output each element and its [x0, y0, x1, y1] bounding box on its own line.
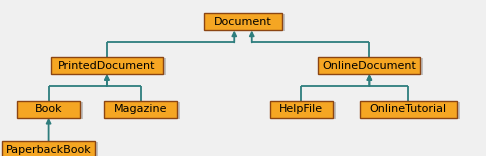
FancyBboxPatch shape	[17, 101, 80, 118]
FancyBboxPatch shape	[107, 102, 180, 119]
FancyBboxPatch shape	[104, 101, 177, 118]
Text: Document: Document	[214, 17, 272, 27]
FancyBboxPatch shape	[207, 14, 285, 31]
FancyBboxPatch shape	[54, 58, 166, 75]
FancyBboxPatch shape	[360, 101, 457, 118]
FancyBboxPatch shape	[2, 141, 95, 156]
Text: PrintedDocument: PrintedDocument	[58, 61, 156, 71]
Text: HelpFile: HelpFile	[279, 104, 323, 114]
FancyBboxPatch shape	[321, 58, 423, 75]
FancyBboxPatch shape	[20, 102, 83, 119]
FancyBboxPatch shape	[5, 142, 98, 156]
Text: Magazine: Magazine	[114, 104, 168, 114]
FancyBboxPatch shape	[51, 57, 163, 74]
Text: OnlineDocument: OnlineDocument	[322, 61, 417, 71]
FancyBboxPatch shape	[363, 102, 460, 119]
Text: Book: Book	[35, 104, 62, 114]
FancyBboxPatch shape	[204, 13, 282, 30]
FancyBboxPatch shape	[273, 102, 336, 119]
FancyBboxPatch shape	[270, 101, 333, 118]
FancyBboxPatch shape	[318, 57, 420, 74]
Text: OnlineTutorial: OnlineTutorial	[370, 104, 447, 114]
Text: PaperbackBook: PaperbackBook	[6, 145, 91, 155]
